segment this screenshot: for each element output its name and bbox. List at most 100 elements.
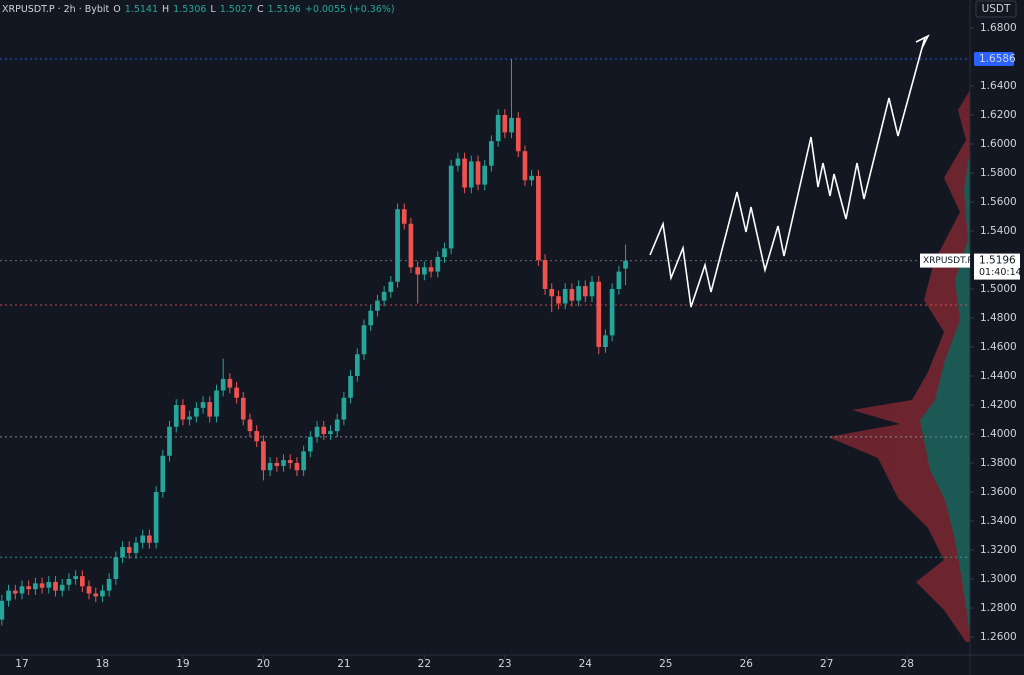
high-badge-label: 1.6586: [979, 53, 1016, 65]
candle-body: [240, 397, 246, 420]
header-item-label: H: [162, 4, 169, 15]
candle-body: [133, 542, 139, 553]
candle-body: [66, 579, 72, 585]
symbol-badge: [920, 253, 970, 268]
x-tick-label: 28: [901, 658, 914, 670]
candle-body: [220, 378, 226, 391]
candle-body: [153, 492, 159, 543]
currency: USDT: [982, 3, 1011, 15]
candle-body: [515, 117, 521, 152]
candle-body: [381, 291, 387, 301]
candle-body: [147, 535, 152, 543]
candle-body: [348, 376, 353, 398]
header-item-value: 1.5306: [173, 4, 206, 15]
candle-body: [596, 281, 602, 348]
x-tick-label: 27: [820, 658, 833, 670]
currency-box: [975, 0, 1017, 18]
candle-body: [46, 581, 52, 588]
header-title: XRPUSDT.P · 2h · Bybit: [2, 4, 110, 15]
x-tick-label: 21: [337, 658, 350, 670]
candle-body: [247, 419, 253, 432]
candle-body: [462, 158, 467, 188]
candle-body: [388, 281, 394, 292]
candle-body: [106, 579, 112, 591]
candle-body: [287, 460, 293, 464]
y-tick-label: 1.5800: [980, 167, 1017, 179]
candle-body: [180, 405, 186, 420]
candle-body: [475, 161, 481, 185]
candle-body: [408, 223, 414, 268]
candle-body: [274, 463, 280, 466]
candle-body: [368, 310, 374, 326]
candle-body: [455, 158, 461, 166]
candle-body: [214, 390, 219, 417]
y-tick-label: 1.4400: [980, 370, 1017, 382]
candle-body: [603, 335, 608, 348]
candle-body: [73, 576, 78, 580]
y-tick-label: 1.2600: [980, 631, 1017, 643]
candle-body: [86, 586, 92, 594]
x-tick-label: 24: [579, 658, 593, 670]
y-tick-label: 1.4600: [980, 341, 1017, 353]
header: XRPUSDT.P · 2h · Bybit O 1.5141 H 1.5306 L 1.5…: [2, 4, 395, 15]
header-item-value: 1.5027: [220, 4, 253, 15]
candle-body: [100, 590, 105, 597]
y-tick-label: 1.6000: [980, 138, 1017, 150]
y-tick-label: 1.6800: [980, 22, 1017, 34]
y-tick-label: 1.5400: [980, 225, 1017, 237]
candle-body: [167, 426, 172, 456]
candle-body: [26, 586, 31, 590]
y-tick-label: 1.6400: [980, 80, 1017, 92]
candle-body: [307, 436, 313, 452]
candle-body: [468, 161, 474, 188]
candle-body: [140, 535, 146, 543]
candle-body: [616, 271, 622, 290]
candle-body: [395, 209, 400, 282]
y-tick-label: 1.3600: [980, 486, 1017, 498]
y-tick-label: 1.4000: [980, 428, 1017, 440]
candle-body: [482, 165, 488, 185]
candle-body: [321, 426, 327, 435]
y-tick-label: 1.3800: [980, 457, 1017, 469]
candle-body: [281, 460, 286, 466]
candle-body: [194, 407, 199, 417]
candle-body: [93, 593, 99, 597]
x-tick-label: 18: [96, 658, 109, 670]
header-change: +0.0055 (+0.36%): [305, 4, 395, 15]
candle-body: [529, 175, 534, 181]
candle-body: [502, 114, 508, 133]
candle-body: [39, 583, 45, 588]
candle-body: [354, 354, 360, 377]
y-tick-label: 1.3000: [980, 573, 1017, 585]
candle-body: [549, 289, 555, 297]
candle-body: [79, 576, 85, 587]
y-tick-label: 1.4200: [980, 399, 1017, 411]
candle-body: [341, 397, 347, 420]
x-tick-label: 26: [740, 658, 754, 670]
header-item-label: L: [210, 4, 216, 15]
candle-body: [623, 260, 628, 269]
x-tick-label: 22: [418, 658, 431, 670]
candle-body: [489, 141, 494, 166]
candle-body: [267, 463, 273, 471]
candle-body: [495, 114, 501, 142]
header-item-value: 1.5141: [125, 4, 158, 15]
candle-body: [254, 431, 260, 442]
candle-body: [187, 416, 192, 420]
y-tick-label: 1.2800: [980, 602, 1017, 614]
candle-body: [375, 300, 380, 311]
candle-body: [448, 165, 454, 249]
x-tick-label: 20: [257, 658, 270, 670]
candle-body: [542, 259, 548, 290]
candle-body: [328, 431, 333, 435]
candle-body: [562, 289, 568, 304]
x-tick-label: 23: [498, 658, 511, 670]
candle-body: [301, 451, 306, 471]
x-tick-label: 17: [15, 658, 28, 670]
candle-body: [261, 441, 266, 471]
projection-line: [649, 36, 926, 308]
candle-body: [120, 547, 125, 558]
high-badge: [974, 52, 1014, 67]
